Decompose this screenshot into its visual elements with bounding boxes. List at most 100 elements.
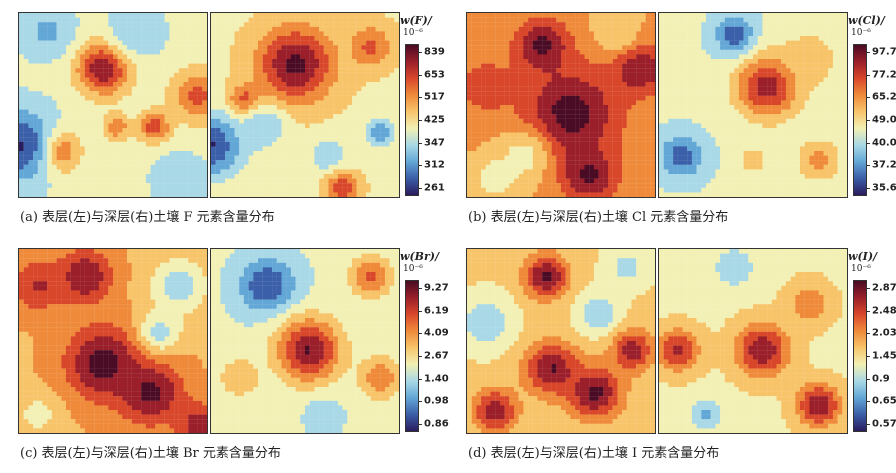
heatmap-cell-f-deep <box>309 49 315 55</box>
heatmap-cell-f-deep <box>314 59 320 64</box>
heatmap-cell-f-deep <box>220 187 226 193</box>
heatmap-cell-f-surface <box>23 187 29 193</box>
heatmap-cell-cl-surface <box>528 155 533 161</box>
heatmap-cell-f-surface <box>117 17 123 23</box>
heatmap-cell-f-surface <box>37 123 43 129</box>
heatmap-cell-f-deep <box>314 95 320 101</box>
heatmap-cell-cl-surface <box>645 169 651 175</box>
heatmap-cell-f-surface <box>188 164 193 170</box>
heatmap-cell-cl-surface <box>490 95 496 101</box>
heatmap-cell-f-deep <box>258 26 263 32</box>
heatmap-cell-f-deep <box>229 123 235 129</box>
heatmap-cell-cl-surface <box>570 40 576 46</box>
heatmap-cell-cl-surface <box>537 45 543 50</box>
heatmap-cell-f-surface <box>197 183 203 188</box>
heatmap-cell-cl-surface <box>579 137 585 142</box>
heatmap-cell-f-deep <box>384 72 390 78</box>
heatmap-cell-cl-surface <box>490 17 496 23</box>
heatmap-cell-cl-surface <box>570 36 576 41</box>
heatmap-cell-f-deep <box>286 155 291 161</box>
heatmap-cell-f-deep <box>248 91 254 96</box>
heatmap-cell-f-surface <box>51 109 57 115</box>
heatmap-cell-f-deep <box>323 164 329 170</box>
heatmap-cell-cl-deep <box>673 187 678 193</box>
heatmap-cell-f-surface <box>70 164 76 170</box>
heatmap-cell-f-deep <box>239 137 244 142</box>
heatmap-cell-cl-surface <box>485 54 491 60</box>
heatmap-cell-f-surface <box>66 40 71 46</box>
heatmap-cell-f-deep <box>225 132 230 138</box>
heatmap-cell-f-deep <box>234 45 240 50</box>
heatmap-cell-f-deep <box>328 114 334 119</box>
heatmap-cell-cl-surface <box>603 59 609 64</box>
heatmap-cell-cl-surface <box>589 45 594 50</box>
heatmap-cell-cl-surface <box>561 137 566 142</box>
heatmap-cell-f-deep <box>309 86 315 92</box>
heatmap-cell-f-surface <box>42 183 48 188</box>
heatmap-cell-f-deep <box>239 174 244 179</box>
heatmap-cell-f-surface <box>33 169 38 175</box>
heatmap-cell-cl-surface <box>622 72 627 78</box>
heatmap-cell-f-deep <box>225 151 230 156</box>
heatmap-cell-cl-surface <box>645 91 651 96</box>
heatmap-cell-f-surface <box>113 31 118 37</box>
heatmap-cell-cl-surface <box>612 86 618 92</box>
heatmap-cell-f-surface <box>131 95 137 101</box>
heatmap-cell-cl-surface <box>528 105 533 110</box>
heatmap-cell-cl-deep <box>663 146 669 152</box>
heatmap-cell-f-deep <box>370 31 376 37</box>
heatmap-cell-cl-surface <box>608 13 613 18</box>
heatmap-cell-f-deep <box>286 141 291 147</box>
heatmap-cell-f-deep <box>380 17 385 23</box>
heatmap-cell-f-deep <box>342 146 348 152</box>
heatmap-cell-f-deep <box>305 91 310 96</box>
heatmap-cell-cl-surface <box>598 146 604 152</box>
heatmap-cell-f-surface <box>84 151 90 156</box>
heatmap-cell-f-deep <box>286 192 291 197</box>
heatmap-cell-cl-surface <box>608 137 613 142</box>
heatmap-cell-cl-surface <box>523 183 529 188</box>
heatmap-cell-f-deep <box>290 169 296 175</box>
heatmap-cell-f-deep <box>380 123 385 129</box>
heatmap-cell-f-surface <box>94 118 99 124</box>
heatmap-cell-cl-surface <box>514 13 519 18</box>
heatmap-cell-cl-surface <box>509 141 515 147</box>
heatmap-cell-cl-surface <box>514 95 519 101</box>
heatmap-cell-f-surface <box>202 26 207 32</box>
heatmap-cell-f-surface <box>108 109 114 115</box>
heatmap-cell-f-surface <box>150 178 156 184</box>
heatmap-cell-f-deep <box>286 128 291 133</box>
heatmap-cell-cl-surface <box>476 192 482 197</box>
heatmap-cell-f-deep <box>272 77 277 83</box>
heatmap-cell-cl-surface <box>579 123 585 129</box>
heatmap-cell-cl-surface <box>509 114 515 119</box>
heatmap-cell-cl-surface <box>467 91 472 96</box>
heatmap-cell-f-surface <box>37 40 43 46</box>
heatmap-cell-f-surface <box>192 192 198 197</box>
heatmap-cell-f-deep <box>300 31 306 37</box>
heatmap-cell-cl-surface <box>495 100 500 106</box>
heatmap-cell-f-deep <box>220 169 226 175</box>
heatmap-cell-f-surface <box>19 72 24 78</box>
heatmap-cell-f-deep <box>243 160 249 165</box>
heatmap-cell-f-surface <box>136 22 142 27</box>
heatmap-cell-f-surface <box>136 26 142 32</box>
heatmap-cell-f-deep <box>361 86 367 92</box>
heatmap-cell-f-deep <box>211 17 216 23</box>
heatmap-cell-f-surface <box>28 31 34 37</box>
heatmap-cell-f-deep <box>220 192 226 197</box>
heatmap-cell-f-surface <box>178 82 184 87</box>
heatmap-cell-f-deep <box>328 17 334 23</box>
heatmap-cell-f-surface <box>160 26 165 32</box>
heatmap-cell-cl-surface <box>504 105 510 110</box>
heatmap-cell-cl-deep <box>659 174 664 179</box>
heatmap-cell-f-surface <box>136 137 142 142</box>
heatmap-cell-f-deep <box>220 31 226 37</box>
heatmap-cell-f-surface <box>141 160 146 165</box>
heatmap-cell-cl-surface <box>551 100 557 106</box>
heatmap-cell-f-deep <box>300 54 306 60</box>
heatmap-cell-f-surface <box>197 100 203 106</box>
heatmap-cell-f-deep <box>262 77 268 83</box>
heatmap-cell-cl-surface <box>471 100 477 106</box>
heatmap-cell-cl-surface <box>570 123 576 129</box>
